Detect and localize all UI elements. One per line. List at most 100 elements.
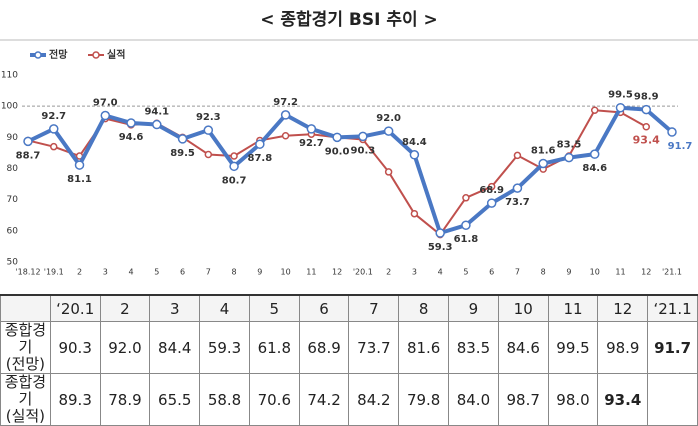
table-cell: 91.7 bbox=[647, 321, 698, 374]
table-cell: 84.6 bbox=[497, 321, 549, 374]
point bbox=[306, 124, 317, 134]
series-line bbox=[27, 109, 647, 236]
table-cell: 98.9 bbox=[597, 321, 649, 374]
data-label: 92.3 bbox=[196, 112, 221, 123]
point bbox=[513, 151, 522, 160]
x-tick-label: 4 bbox=[438, 268, 443, 277]
table-row: 종합경기 (전망) 90.3 92.0 84.4 59.3 61.8 68.9 73.7 81.… bbox=[0, 321, 698, 374]
table-cell: 6 bbox=[298, 294, 350, 322]
data-label: 93.4 bbox=[633, 134, 660, 147]
x-tick-label: 2 bbox=[386, 268, 391, 277]
x-tick-label: 9 bbox=[566, 268, 571, 277]
row-label: 종합경기 (전망) bbox=[0, 321, 51, 374]
x-tick-label: 5 bbox=[154, 268, 159, 277]
table-cell: 9 bbox=[448, 294, 499, 322]
data-label: 92.7 bbox=[41, 111, 66, 122]
x-tick-label: 3 bbox=[412, 268, 417, 277]
point bbox=[642, 122, 650, 131]
point bbox=[383, 126, 394, 136]
data-label: 99.5 bbox=[608, 90, 633, 101]
point bbox=[100, 110, 111, 121]
table-cell: 11 bbox=[547, 294, 599, 322]
x-tick-label: 9 bbox=[257, 268, 262, 277]
table-cell: 81.6 bbox=[398, 321, 450, 374]
table-cell: 78.9 bbox=[99, 373, 151, 426]
table-cell: 89.3 bbox=[49, 373, 101, 426]
point bbox=[152, 119, 162, 130]
table-cell: 98.0 bbox=[547, 373, 599, 426]
data-label: 81.6 bbox=[531, 146, 556, 157]
point bbox=[332, 132, 342, 143]
x-tick-label: 8 bbox=[232, 268, 237, 277]
table-cell: 65.5 bbox=[149, 373, 201, 426]
table-cell: 12 bbox=[597, 294, 649, 322]
data-label: 97.0 bbox=[93, 98, 118, 109]
table-cell: 8 bbox=[398, 294, 450, 322]
point bbox=[203, 125, 214, 135]
x-tick-label: 8 bbox=[541, 268, 546, 277]
point bbox=[564, 152, 574, 163]
point bbox=[49, 124, 59, 134]
point bbox=[204, 150, 213, 159]
chart-title: < 종합경기 BSI 추이 > bbox=[260, 9, 438, 30]
x-tick-label: 7 bbox=[515, 268, 520, 277]
data-label: 84.6 bbox=[582, 163, 607, 174]
x-tick-label: 4 bbox=[128, 268, 133, 277]
point bbox=[462, 194, 470, 202]
y-tick-label: 110 bbox=[1, 71, 18, 81]
data-table: ‘20.1 2 3 4 5 6 7 8 9 10 11 12 ‘21.1 종합경기 (전망) 90.3 92.… bbox=[0, 294, 698, 426]
y-tick-label: 50 bbox=[7, 258, 19, 268]
table-cell: 61.8 bbox=[248, 321, 300, 374]
table-cell: 84.2 bbox=[348, 373, 400, 426]
data-label: 87.8 bbox=[247, 153, 272, 164]
point bbox=[641, 104, 651, 115]
data-label: 59.3 bbox=[428, 242, 453, 253]
data-label: 89.5 bbox=[170, 148, 195, 159]
point bbox=[487, 182, 496, 191]
table-cell: 10 bbox=[497, 294, 549, 322]
x-tick-label: 11 bbox=[615, 268, 625, 277]
point bbox=[615, 102, 626, 113]
point bbox=[667, 127, 677, 137]
data-label: 80.7 bbox=[222, 175, 247, 186]
point bbox=[255, 139, 265, 149]
y-tick-label: 60 bbox=[7, 226, 19, 236]
x-tick-label: '21.1 bbox=[662, 268, 682, 277]
chart: < 종합경기 BSI 추이 > 50 60 70 80 90 100 110 '18.12 '1… bbox=[0, 9, 698, 277]
point bbox=[589, 149, 600, 159]
x-tick-label: 7 bbox=[206, 268, 211, 277]
y-tick-label: 90 bbox=[7, 133, 19, 143]
point bbox=[177, 134, 188, 144]
point bbox=[230, 152, 238, 160]
point bbox=[486, 198, 497, 208]
point bbox=[126, 118, 136, 128]
point bbox=[538, 158, 548, 169]
x-tick-label: '20.1 bbox=[353, 268, 373, 277]
table-cell: 7 bbox=[348, 294, 400, 322]
point bbox=[409, 150, 420, 160]
x-tick-label: '18.12 bbox=[15, 268, 40, 277]
table-cell: 4 bbox=[199, 294, 250, 322]
point bbox=[461, 220, 471, 230]
data-label: 84.4 bbox=[402, 137, 427, 148]
table-cell: 83.5 bbox=[448, 321, 499, 374]
series-line bbox=[27, 105, 674, 236]
data-label: 91.7 bbox=[668, 141, 693, 152]
data-label: 94.1 bbox=[144, 107, 169, 118]
point bbox=[410, 209, 419, 218]
row-label bbox=[0, 294, 51, 322]
table-cell: 70.6 bbox=[248, 373, 300, 426]
point bbox=[229, 161, 239, 172]
table-cell: 59.3 bbox=[199, 321, 250, 374]
legend-label: 전망 bbox=[49, 48, 68, 61]
table-cell: ‘21.1 bbox=[647, 294, 698, 322]
table-cell: 93.4 bbox=[597, 373, 649, 426]
legend-marker bbox=[34, 51, 42, 59]
table-cell: 98.7 bbox=[497, 373, 549, 426]
point bbox=[384, 168, 393, 176]
point bbox=[358, 131, 368, 142]
point bbox=[435, 228, 445, 238]
table-cell bbox=[647, 373, 698, 426]
x-tick-label: 10 bbox=[590, 268, 600, 277]
data-label: 68.9 bbox=[479, 185, 504, 196]
